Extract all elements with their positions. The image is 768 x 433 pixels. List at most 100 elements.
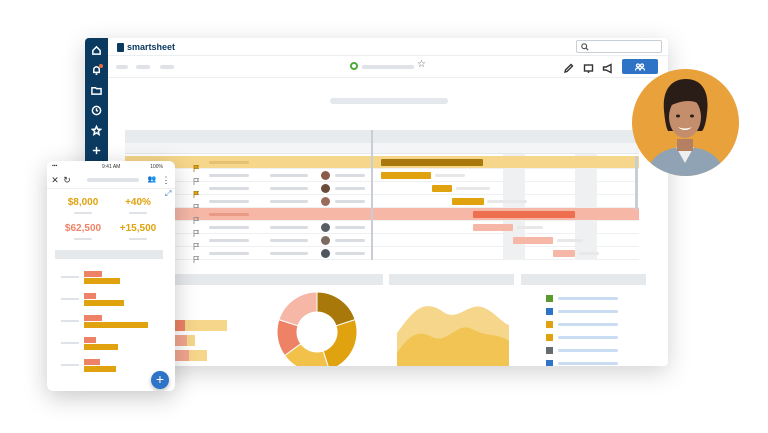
stat-caption (74, 238, 92, 240)
bar (84, 315, 102, 321)
bar (84, 344, 118, 350)
clock-icon[interactable] (89, 103, 104, 118)
sheet-name (362, 65, 414, 69)
stat-value: +15,500 (119, 223, 157, 234)
signal-icon: ▪▪▪ (52, 163, 58, 169)
avatar (321, 249, 330, 258)
avatar (321, 223, 330, 232)
bar-label (61, 276, 79, 278)
bar-label (61, 364, 79, 366)
bar (84, 359, 100, 365)
flag-icon (193, 178, 200, 185)
bell-icon[interactable] (89, 63, 104, 78)
legend-label (558, 349, 618, 352)
legend-label (558, 310, 618, 313)
legend-label (558, 323, 618, 326)
avatar (321, 197, 330, 206)
avatar (321, 184, 330, 193)
folder-icon[interactable] (89, 83, 104, 98)
area-series-front (397, 327, 509, 366)
sheet-toolbar: ☆ (108, 56, 668, 78)
battery-label: 100% (150, 164, 163, 170)
bar (173, 350, 207, 361)
flag-icon (193, 230, 200, 237)
people-icon[interactable]: 👥 (147, 176, 157, 183)
area-chart (397, 306, 509, 366)
sheet-grid (125, 130, 639, 263)
bar (173, 350, 189, 361)
more-icon[interactable]: ⋮ (161, 175, 171, 185)
table-row[interactable] (125, 221, 639, 237)
avatar (321, 171, 330, 180)
table-row[interactable] (125, 182, 639, 198)
pencil-icon[interactable] (563, 61, 574, 73)
close-icon[interactable]: ✕ (51, 175, 59, 185)
gantt-bar[interactable] (473, 224, 513, 231)
favorite-star-icon[interactable]: ☆ (417, 59, 426, 70)
bar (173, 320, 227, 331)
app-logo[interactable]: smartsheet (117, 41, 175, 53)
bar (84, 322, 148, 328)
megaphone-icon[interactable] (602, 61, 613, 74)
expand-icon[interactable]: ⤢ (165, 189, 172, 198)
table-row[interactable] (125, 169, 639, 185)
legend-swatch (546, 360, 553, 366)
plus-icon[interactable] (89, 143, 104, 158)
search-input[interactable] (576, 40, 662, 53)
table-row[interactable] (125, 156, 639, 172)
phone-time: 9:41 AM (102, 164, 121, 170)
logo-text: smartsheet (127, 42, 176, 52)
bar (84, 278, 120, 284)
table-row[interactable] (125, 247, 639, 263)
stat-value: +40% (125, 197, 151, 208)
gantt-bar[interactable] (452, 198, 484, 205)
refresh-icon[interactable]: ↻ (63, 175, 71, 185)
menu-view[interactable] (160, 65, 174, 69)
menu-file[interactable] (116, 65, 128, 69)
gantt-bar[interactable] (432, 185, 452, 192)
menu-edit[interactable] (136, 65, 150, 69)
stat-caption (74, 212, 92, 214)
donut-slice (322, 319, 358, 366)
table-row[interactable] (125, 234, 639, 250)
gantt-bar[interactable] (381, 159, 483, 166)
flag-icon (193, 243, 200, 250)
share-button[interactable] (622, 59, 658, 74)
user-portrait (632, 69, 739, 176)
add-button[interactable]: + (151, 371, 169, 389)
phone-status-bar: ▪▪▪ 9:41 AM 100% (47, 161, 175, 171)
sheet-column-header (125, 143, 639, 154)
legend-swatch (546, 308, 553, 315)
present-icon[interactable] (583, 61, 594, 73)
status-icon (350, 62, 358, 70)
gantt-bar[interactable] (473, 211, 575, 218)
legend-label (558, 297, 618, 300)
gantt-bar[interactable] (553, 250, 575, 257)
gantt-bar[interactable] (381, 172, 431, 179)
table-row[interactable] (125, 195, 639, 211)
flag-icon (193, 256, 200, 263)
flag-icon (193, 191, 200, 198)
home-icon[interactable] (89, 43, 104, 58)
table-row[interactable] (125, 208, 639, 224)
bar-label (61, 342, 79, 344)
scrollbar[interactable] (635, 156, 638, 210)
star-icon[interactable] (89, 123, 104, 138)
sheet-header-row (125, 130, 639, 143)
people-icon (635, 62, 645, 71)
stat-caption (129, 212, 147, 214)
bar (84, 366, 116, 372)
legend-swatch (546, 334, 553, 341)
bar (84, 300, 124, 306)
widget-title-bar (55, 250, 163, 259)
legend-label (558, 336, 618, 339)
bar (173, 335, 187, 346)
bar-label (61, 298, 79, 300)
address-placeholder (87, 178, 139, 182)
widget-title-bar (389, 274, 514, 285)
donut-chart (276, 291, 358, 366)
legend-swatch (546, 295, 553, 302)
gantt-bar[interactable] (513, 237, 553, 244)
sheet-gantt-divider[interactable] (371, 130, 373, 260)
search-icon (581, 43, 589, 51)
